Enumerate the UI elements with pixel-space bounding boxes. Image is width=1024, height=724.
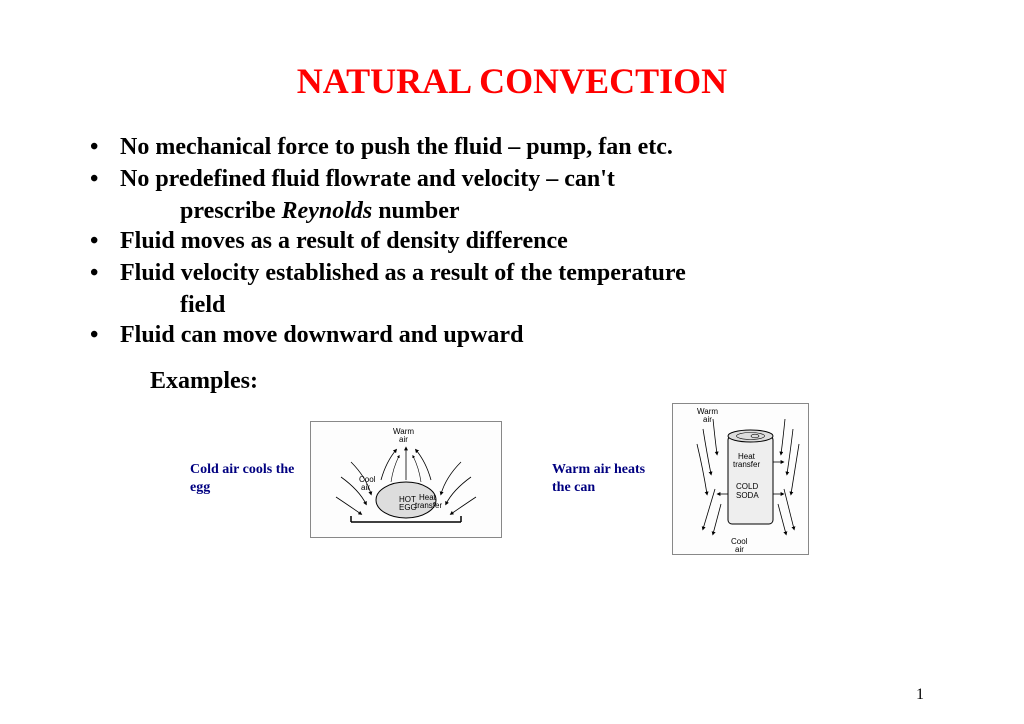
bullet-item: No mechanical force to push the fluid – …	[90, 132, 934, 162]
heat-label: transfer	[733, 460, 760, 469]
cold-soda-label: SODA	[736, 491, 759, 500]
slide: NATURAL CONVECTION No mechanical force t…	[0, 0, 1024, 555]
bullet-continuation: field	[90, 290, 934, 320]
bullet-item: Fluid moves as a result of density diffe…	[90, 226, 934, 256]
warm-air-label: air	[703, 415, 712, 424]
example-caption: Cold air cools the egg	[190, 461, 300, 497]
bullet-item: No predefined fluid flowrate and velocit…	[90, 164, 934, 194]
page-number: 1	[916, 686, 924, 704]
can-diagram: Heat transfer COLD SODA Warm air Cool ai…	[672, 403, 809, 555]
page-title: NATURAL CONVECTION	[90, 60, 934, 102]
bullet-item: Fluid velocity established as a result o…	[90, 258, 934, 288]
bullet-text: No mechanical force to push the fluid – …	[120, 134, 673, 160]
examples-row: Cold air cools the egg HOT EGG Heat tran…	[190, 403, 934, 555]
cold-soda-label: COLD	[736, 482, 758, 491]
bullet-text: Fluid can move downward and upward	[120, 322, 523, 348]
cool-air-label: air	[735, 545, 744, 554]
bullet-item: Fluid can move downward and upward	[90, 320, 934, 350]
bullet-text: Fluid moves as a result of density diffe…	[120, 228, 568, 254]
bullet-text: Fluid velocity established as a result o…	[120, 260, 686, 286]
warm-air-label: air	[399, 435, 408, 444]
examples-heading: Examples:	[150, 368, 934, 395]
example-caption: Warm air heats the can	[552, 461, 662, 497]
heat-label: transfer	[415, 501, 442, 510]
bullet-text: No predefined fluid flowrate and velocit…	[120, 166, 615, 192]
italic-term: Reynolds	[282, 198, 373, 224]
egg-diagram: HOT EGG Heat transfer Warm air Cool air	[310, 421, 502, 538]
bullet-continuation: prescribe Reynolds number	[90, 196, 934, 226]
bullet-list: No mechanical force to push the fluid – …	[90, 132, 934, 350]
